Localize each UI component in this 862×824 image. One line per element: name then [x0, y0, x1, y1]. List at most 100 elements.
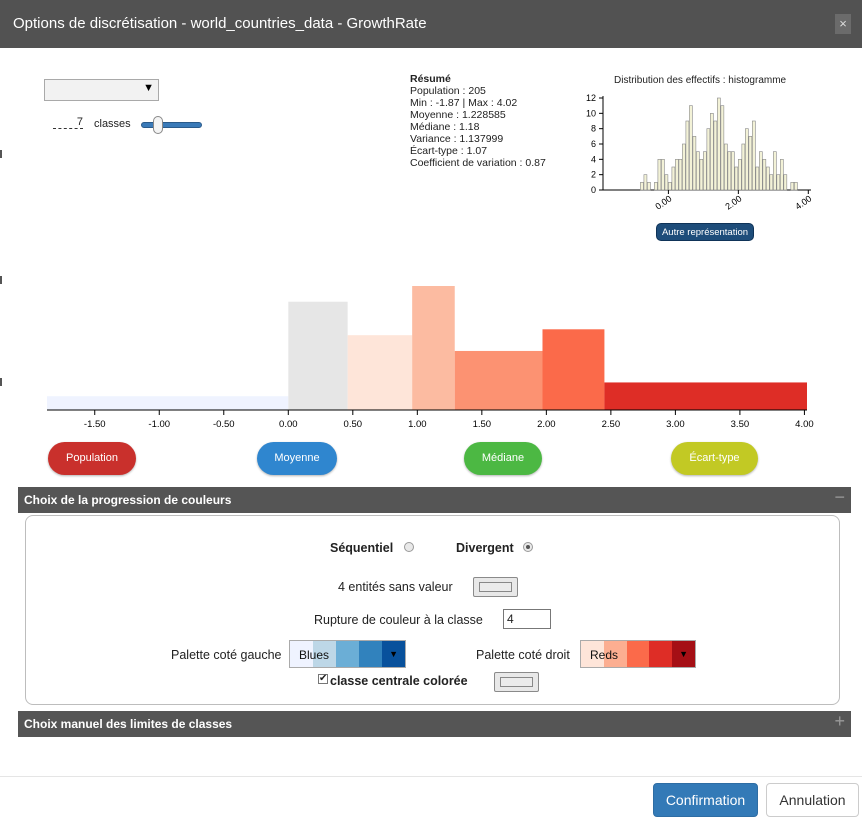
x-tick-label: 1.00	[408, 419, 427, 430]
section-title: Choix de la progression de couleurs	[24, 493, 232, 507]
page-edge-mark	[0, 378, 2, 386]
histogram-bar	[762, 159, 767, 191]
x-tick-label: 4.00	[795, 419, 814, 430]
palette-swatch	[626, 641, 650, 667]
histogram-bar	[776, 174, 781, 191]
no-value-label: 4 entités sans valeur	[338, 580, 453, 594]
color-progression-section-header[interactable]: Choix de la progression de couleurs −	[18, 487, 851, 513]
histogram-bar	[643, 174, 648, 191]
dialog-header: Options de discrétisation - world_countr…	[0, 0, 862, 48]
palette-left-label: Palette coté gauche	[171, 648, 282, 662]
histogram-bar	[671, 166, 676, 191]
summary-line: Médiane : 1.18	[410, 121, 480, 133]
histogram-bar	[738, 159, 742, 191]
histogram-bar	[668, 182, 672, 191]
population-button[interactable]: Population	[48, 442, 136, 475]
class-bar	[47, 396, 289, 410]
histogram-bar	[759, 151, 763, 191]
close-button[interactable]: ×	[835, 14, 851, 34]
nb-classes-slider-handle[interactable]	[153, 116, 163, 134]
expand-icon[interactable]: +	[834, 711, 845, 731]
classes-label: classes	[94, 118, 131, 130]
chevron-down-icon: ▼	[679, 649, 688, 659]
histogram-bar	[664, 174, 669, 191]
palette-swatch	[359, 641, 382, 667]
summary-block: Résumé Population : 205 Min : -1.87 | Ma…	[410, 73, 546, 169]
y-tick-label: 2	[591, 170, 596, 180]
chevron-down-icon: ▼	[389, 649, 398, 659]
summary-line: Moyenne : 1.228585	[410, 109, 506, 121]
histogram-bar	[794, 182, 798, 191]
nb-classes-slider[interactable]	[141, 122, 202, 128]
break-class-input[interactable]: 4	[503, 609, 551, 629]
ecart-type-button[interactable]: Écart-type	[671, 442, 758, 475]
palette-swatch	[603, 641, 627, 667]
x-tick-label: 0.00	[279, 419, 298, 430]
histogram-bar	[699, 159, 704, 191]
histogram-bar	[731, 151, 735, 191]
method-select[interactable]: ▼	[44, 79, 159, 101]
central-class-checkbox[interactable]: ✔	[318, 673, 328, 684]
histogram-bar	[773, 151, 777, 191]
sequential-radio[interactable]	[404, 542, 414, 552]
histogram-bar	[752, 120, 756, 191]
class-bar	[604, 382, 807, 410]
x-tick-label: -1.50	[84, 419, 106, 430]
palette-swatch	[581, 641, 604, 667]
nb-classes-value[interactable]: 7	[53, 116, 83, 129]
x-tick-label: -0.50	[213, 419, 235, 430]
y-tick-label: 0	[591, 185, 596, 195]
footer-divider	[0, 776, 862, 777]
x-tick-label: 3.00	[666, 419, 685, 430]
histogram-bar	[769, 174, 774, 191]
palette-left-name: Blues	[299, 648, 330, 662]
histogram-bar	[766, 166, 770, 191]
histogram-bar	[724, 143, 728, 191]
cancel-button[interactable]: Annulation	[766, 783, 859, 817]
color-progression-panel	[25, 515, 840, 705]
manual-breaks-section-header[interactable]: Choix manuel des limites de classes +	[18, 711, 851, 737]
histogram-bar	[692, 136, 697, 191]
summary-line: Écart-type : 1.07	[410, 145, 488, 157]
mediane-button[interactable]: Médiane	[464, 442, 542, 475]
page-edge-mark	[0, 276, 2, 284]
histogram-title: Distribution des effectifs : histogramme	[614, 75, 787, 86]
palette-right-select[interactable]: Reds ▼	[580, 640, 696, 668]
histogram-bar	[748, 136, 753, 191]
x-tick-label: 4.00	[793, 193, 813, 211]
x-tick-label: 1.50	[473, 419, 492, 430]
y-tick-label: 10	[586, 108, 596, 118]
x-tick-label: 0.50	[344, 419, 363, 430]
y-tick-label: 6	[591, 139, 596, 149]
confirm-button[interactable]: Confirmation	[653, 783, 758, 817]
histogram-bar	[657, 159, 662, 191]
central-class-color-button[interactable]	[494, 672, 539, 692]
palette-right-name: Reds	[590, 648, 619, 662]
small-histogram: 0 2 4 6 8 10 12 0.00 2.00 4.00	[586, 93, 813, 212]
moyenne-button[interactable]: Moyenne	[257, 442, 337, 475]
no-value-color-button[interactable]	[473, 577, 518, 597]
histogram-bar	[755, 166, 760, 191]
histogram-bar	[713, 120, 718, 191]
page-edge-mark	[0, 150, 2, 158]
palette-left-select[interactable]: Blues ▼	[289, 640, 406, 668]
divergent-radio[interactable]	[523, 542, 533, 552]
histogram-bar	[682, 143, 686, 191]
histogram-bar	[780, 159, 784, 191]
histogram-bar	[678, 159, 683, 191]
histogram-bar	[661, 159, 665, 191]
autre-representation-button[interactable]: Autre représentation	[656, 223, 754, 241]
summary-line: Population : 205	[410, 85, 486, 97]
palette-swatch	[313, 641, 336, 667]
histogram-bar	[717, 97, 721, 191]
histogram-bar	[685, 120, 690, 191]
class-distribution-chart: -1.50 -1.00 -0.50 0.00 0.50 1.00 1.50 2.00 2.50 3…	[47, 286, 814, 430]
histogram-bar	[640, 182, 644, 191]
collapse-icon[interactable]: −	[834, 487, 845, 507]
divergent-label: Divergent	[456, 541, 514, 555]
histogram-bar	[706, 128, 711, 191]
section-title: Choix manuel des limites de classes	[24, 717, 233, 731]
class-bar	[288, 301, 348, 410]
x-tick-label: 2.00	[537, 419, 556, 430]
summary-line: Variance : 1.137999	[410, 133, 504, 145]
